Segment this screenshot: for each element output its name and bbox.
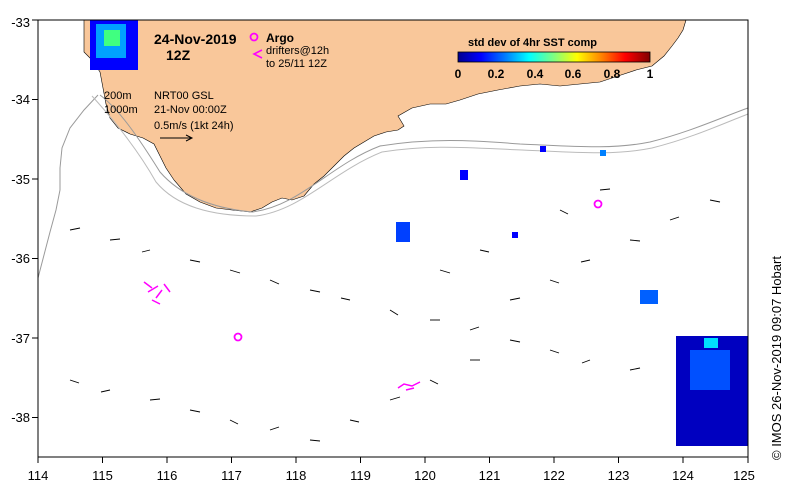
credit-text: © IMOS 26-Nov-2019 09:07 Hobart bbox=[769, 256, 784, 460]
x-tick-label: 120 bbox=[414, 468, 436, 483]
y-tick-label: -34 bbox=[11, 92, 30, 107]
drifter-legend-to-label: to 25/11 12Z bbox=[266, 58, 327, 70]
x-tick-label: 115 bbox=[92, 468, 113, 483]
x-tick-marks bbox=[37, 457, 749, 463]
x-tick-label: 122 bbox=[543, 468, 565, 483]
y-tick-label: -35 bbox=[11, 172, 30, 187]
current-vectors bbox=[69, 188, 721, 442]
contour-1000m-outer bbox=[91, 95, 749, 217]
sst-stddev-pixels bbox=[90, 20, 748, 446]
land-mass bbox=[83, 19, 687, 213]
colorbar-tick-label: 1 bbox=[647, 67, 654, 81]
x-tick-label: 117 bbox=[221, 468, 242, 483]
x-tick-label: 114 bbox=[28, 468, 49, 483]
contour-1000m-label: 1000m bbox=[104, 104, 138, 116]
colorbar-tick-label: 0.6 bbox=[565, 67, 582, 81]
map-date: 24-Nov-2019 bbox=[154, 31, 237, 47]
x-tick-label: 123 bbox=[608, 468, 630, 483]
scale-arrow-label: 0.5m/s (1kt 24h) bbox=[154, 120, 233, 132]
x-tick-labels: 114 115 116 117 118 119 120 121 122 123 … bbox=[28, 468, 755, 483]
colorbar-tick-label: 0.4 bbox=[527, 67, 544, 81]
contour-1000m bbox=[99, 94, 749, 213]
argo-float-marker bbox=[593, 199, 603, 209]
colorbar-title: std dev of 4hr SST comp bbox=[468, 37, 597, 49]
drifter-legend-label: drifters@12h bbox=[266, 45, 329, 57]
x-tick-label: 118 bbox=[286, 468, 307, 483]
colorbar bbox=[457, 51, 651, 63]
currents-time-label: 21-Nov 00:00Z bbox=[154, 104, 227, 116]
x-tick-label: 121 bbox=[479, 468, 501, 483]
y-tick-label: -36 bbox=[11, 251, 30, 266]
x-tick-label: 119 bbox=[350, 468, 371, 483]
colorbar-tick-label: 0 bbox=[455, 67, 462, 81]
contour-200m bbox=[37, 94, 99, 279]
contour-200m-label: 200m bbox=[104, 90, 132, 102]
argo-legend-marker bbox=[249, 32, 259, 42]
argo-legend-label: Argo bbox=[266, 31, 294, 45]
map-hour: 12Z bbox=[166, 47, 191, 63]
y-tick-labels: -33 -34 -35 -36 -37 -38 bbox=[11, 15, 30, 425]
x-tick-label: 124 bbox=[672, 468, 694, 483]
x-tick-label: 125 bbox=[733, 468, 755, 483]
colorbar-tick-label: 0.8 bbox=[604, 67, 621, 81]
currents-source-label: NRT00 GSL bbox=[154, 90, 214, 102]
x-tick-label: 116 bbox=[157, 468, 178, 483]
colorbar-tick-labels: 0 0.2 0.4 0.6 0.8 1 bbox=[455, 67, 654, 81]
y-tick-label: -33 bbox=[11, 15, 30, 30]
y-tick-marks bbox=[32, 19, 38, 418]
plot-frame bbox=[37, 19, 749, 458]
drifter-tracks bbox=[143, 281, 421, 391]
scale-arrow bbox=[160, 134, 194, 142]
colorbar-tick-label: 0.2 bbox=[488, 67, 505, 81]
drifter-legend-marker bbox=[252, 49, 263, 59]
y-tick-label: -37 bbox=[11, 331, 30, 346]
y-tick-label: -38 bbox=[11, 410, 30, 425]
argo-float-marker bbox=[233, 332, 243, 342]
